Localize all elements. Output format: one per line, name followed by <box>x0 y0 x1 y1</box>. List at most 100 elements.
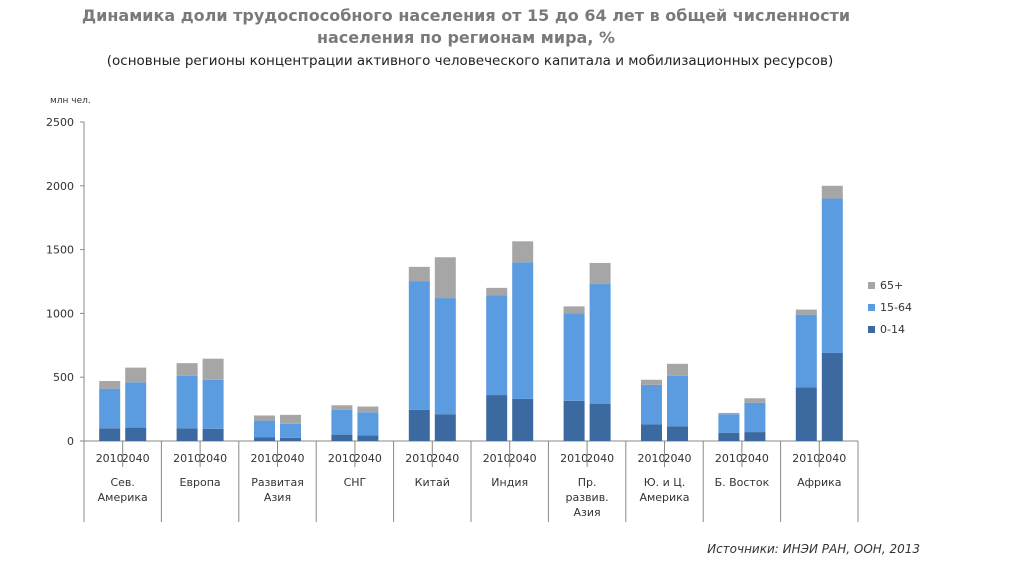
legend-label: 0-14 <box>880 323 905 336</box>
bar-segment-0-14 <box>176 428 198 441</box>
year-label: 2040 <box>431 452 459 465</box>
bar-segment-15-64 <box>795 314 817 388</box>
category-label: Сев. <box>110 476 134 489</box>
bar-segment-15-64 <box>125 382 147 428</box>
bar-segment-0-14 <box>718 432 740 441</box>
bar-segment-15-64 <box>563 313 585 401</box>
bar-segment-65plus <box>254 415 275 421</box>
year-label: 2010 <box>560 452 588 465</box>
y-tick-label: 0 <box>67 435 74 448</box>
year-label: 2010 <box>638 452 666 465</box>
category-label: СНГ <box>344 476 367 489</box>
year-label: 2010 <box>96 452 124 465</box>
legend-swatch <box>868 282 875 289</box>
bar-segment-0-14 <box>667 426 688 441</box>
category-label: Америка <box>639 491 689 504</box>
bar-segment-0-14 <box>434 414 456 441</box>
year-label: 2040 <box>199 452 227 465</box>
bar-segment-65plus <box>357 406 379 413</box>
bar-segment-15-64 <box>718 414 740 433</box>
category-label: Америка <box>98 491 148 504</box>
bar-segment-65plus <box>718 412 740 415</box>
bar-segment-65plus <box>795 309 817 315</box>
y-tick-label: 500 <box>53 371 74 384</box>
category-label: Европа <box>180 476 221 489</box>
bar-segment-0-14 <box>795 387 817 441</box>
category-label: Китай <box>415 476 450 489</box>
bar-segment-15-64 <box>589 284 611 404</box>
bar-segment-65plus <box>202 358 224 380</box>
bar-segment-65plus <box>125 367 147 383</box>
bar-segment-65plus <box>408 266 430 282</box>
category-label: Пр. <box>578 476 597 489</box>
legend-swatch <box>868 326 875 333</box>
bar-segment-0-14 <box>254 437 275 441</box>
bar-segment-15-64 <box>667 375 688 427</box>
year-label: 2010 <box>715 452 743 465</box>
bar-segment-65plus <box>512 241 534 263</box>
year-label: 2010 <box>328 452 356 465</box>
year-label: 2040 <box>741 452 769 465</box>
bar-segment-65plus <box>176 363 198 376</box>
bar-segment-0-14 <box>202 428 224 441</box>
year-label: 2040 <box>354 452 382 465</box>
chart-title-line1: Динамика доли трудоспособного населения … <box>81 6 851 25</box>
bar-segment-65plus <box>486 287 508 296</box>
source-note: Источники: ИНЭИ РАН, ООН, 2013 <box>707 542 920 556</box>
chart-subtitle: (основные регионы концентрации активного… <box>106 53 834 69</box>
year-label: 2010 <box>405 452 433 465</box>
y-tick-label: 1000 <box>46 307 74 320</box>
bar-segment-15-64 <box>434 298 456 415</box>
bar-segment-0-14 <box>821 352 843 441</box>
year-label: 2040 <box>122 452 150 465</box>
bar-segment-15-64 <box>641 384 662 425</box>
bar-segment-0-14 <box>331 434 353 441</box>
bar-segment-65plus <box>744 398 766 403</box>
bar-segment-15-64 <box>176 375 198 429</box>
bar-segment-65plus <box>331 405 353 410</box>
bar-segment-0-14 <box>408 409 430 441</box>
bar-segment-15-64 <box>512 262 534 399</box>
chart-title-line2: населения по регионам мира, % <box>316 28 616 47</box>
year-label: 2010 <box>251 452 279 465</box>
bar-segment-65plus <box>589 262 611 285</box>
category-label: Азия <box>264 491 291 504</box>
category-label: развив. <box>566 491 609 504</box>
year-label: 2040 <box>277 452 305 465</box>
bar-segment-65plus <box>563 306 585 314</box>
category-label: Развитая <box>251 476 304 489</box>
bar-segment-0-14 <box>486 395 508 441</box>
bar-segment-15-64 <box>280 423 301 438</box>
y-tick-label: 2500 <box>46 116 74 129</box>
legend-label: 15-64 <box>880 301 912 314</box>
bar-segment-65plus <box>434 257 456 299</box>
bar-segment-0-14 <box>357 435 379 441</box>
year-label: 2010 <box>792 452 820 465</box>
bar-segment-15-64 <box>408 281 430 410</box>
bar-segment-65plus <box>667 363 688 376</box>
bar-segment-15-64 <box>357 412 379 436</box>
bar-segment-0-14 <box>641 424 662 441</box>
bar-segment-0-14 <box>563 400 585 441</box>
bar-segment-15-64 <box>254 420 275 438</box>
bar-segment-65plus <box>280 414 301 424</box>
bar-segment-0-14 <box>589 403 611 441</box>
bar-segment-15-64 <box>331 409 353 435</box>
legend-label: 65+ <box>880 279 903 292</box>
category-label: Ю. и Ц. <box>644 476 686 489</box>
bar-segment-0-14 <box>512 398 534 441</box>
bar-segment-15-64 <box>744 402 766 433</box>
bar-segment-15-64 <box>486 295 508 396</box>
y-tick-label: 1500 <box>46 244 74 257</box>
year-label: 2040 <box>586 452 614 465</box>
bar-segment-15-64 <box>821 198 843 353</box>
category-label: Б. Восток <box>715 476 770 489</box>
year-label: 2010 <box>173 452 201 465</box>
category-label: Индия <box>491 476 528 489</box>
bar-segment-65plus <box>821 185 843 199</box>
bar-segment-0-14 <box>280 437 301 441</box>
bar-segment-15-64 <box>99 388 121 429</box>
category-label: Африка <box>797 476 841 489</box>
bar-segment-65plus <box>641 379 662 385</box>
